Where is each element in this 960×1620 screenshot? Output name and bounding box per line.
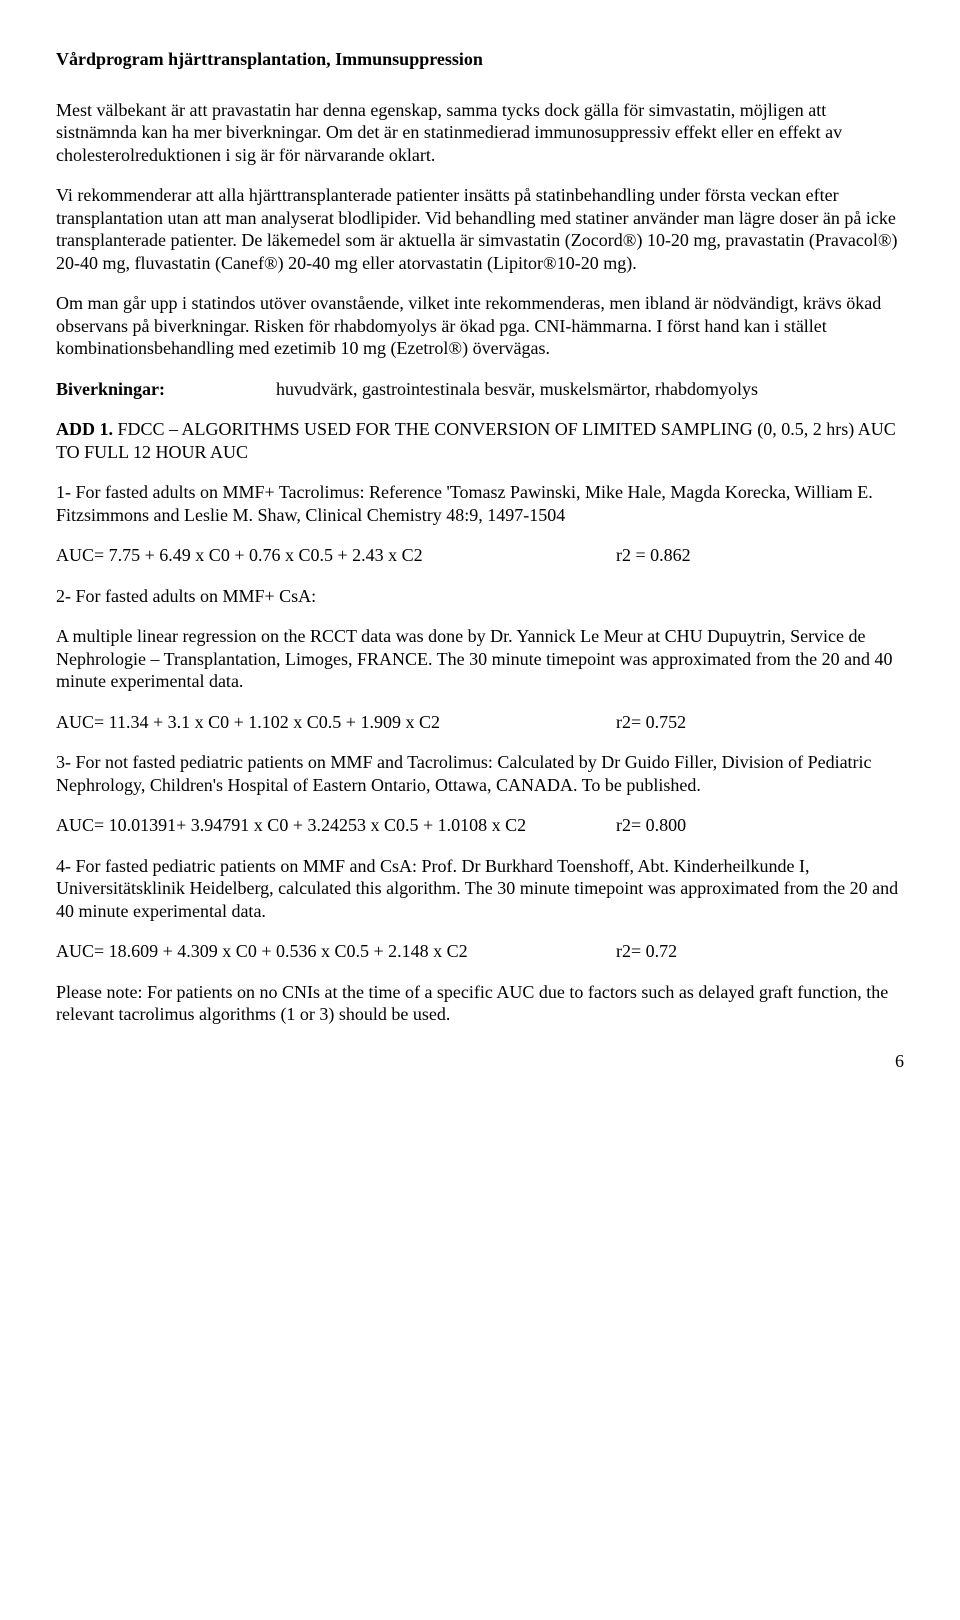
equation-row-3: AUC= 10.01391+ 3.94791 x C0 + 3.24253 x … — [56, 814, 904, 837]
r2-1: r2 = 0.862 — [616, 544, 904, 567]
biverkningar-row: Biverkningar: huvudvärk, gastrointestina… — [56, 378, 904, 401]
paragraph-3: Om man går upp i statindos utöver ovanst… — [56, 292, 904, 360]
equation-3: AUC= 10.01391+ 3.94791 x C0 + 3.24253 x … — [56, 814, 616, 837]
equation-row-1: AUC= 7.75 + 6.49 x C0 + 0.76 x C0.5 + 2.… — [56, 544, 904, 567]
paragraph-2: Vi rekommenderar att alla hjärttransplan… — [56, 184, 904, 274]
equation-2: AUC= 11.34 + 3.1 x C0 + 1.102 x C0.5 + 1… — [56, 711, 616, 734]
section3-intro: 3- For not fasted pediatric patients on … — [56, 751, 904, 796]
equation-1: AUC= 7.75 + 6.49 x C0 + 0.76 x C0.5 + 2.… — [56, 544, 616, 567]
page-header: Vårdprogram hjärttransplantation, Immuns… — [56, 48, 904, 71]
biverkningar-value: huvudvärk, gastrointestinala besvär, mus… — [276, 378, 904, 401]
equation-4: AUC= 18.609 + 4.309 x C0 + 0.536 x C0.5 … — [56, 940, 616, 963]
r2-2: r2= 0.752 — [616, 711, 904, 734]
equation-row-4: AUC= 18.609 + 4.309 x C0 + 0.536 x C0.5 … — [56, 940, 904, 963]
page-number: 6 — [56, 1050, 904, 1073]
r2-3: r2= 0.800 — [616, 814, 904, 837]
r2-4: r2= 0.72 — [616, 940, 904, 963]
section4-intro: 4- For fasted pediatric patients on MMF … — [56, 855, 904, 923]
biverkningar-label: Biverkningar: — [56, 378, 276, 401]
add1-heading: ADD 1. FDCC – ALGORITHMS USED FOR THE CO… — [56, 418, 904, 463]
add1-rest: FDCC – ALGORITHMS USED FOR THE CONVERSIO… — [56, 419, 896, 462]
section2-intro: 2- For fasted adults on MMF+ CsA: — [56, 585, 904, 608]
please-note: Please note: For patients on no CNIs at … — [56, 981, 904, 1026]
section1-intro: 1- For fasted adults on MMF+ Tacrolimus:… — [56, 481, 904, 526]
equation-row-2: AUC= 11.34 + 3.1 x C0 + 1.102 x C0.5 + 1… — [56, 711, 904, 734]
paragraph-1: Mest välbekant är att pravastatin har de… — [56, 99, 904, 167]
add1-bold: ADD 1. — [56, 419, 113, 439]
section2-body: A multiple linear regression on the RCCT… — [56, 625, 904, 693]
